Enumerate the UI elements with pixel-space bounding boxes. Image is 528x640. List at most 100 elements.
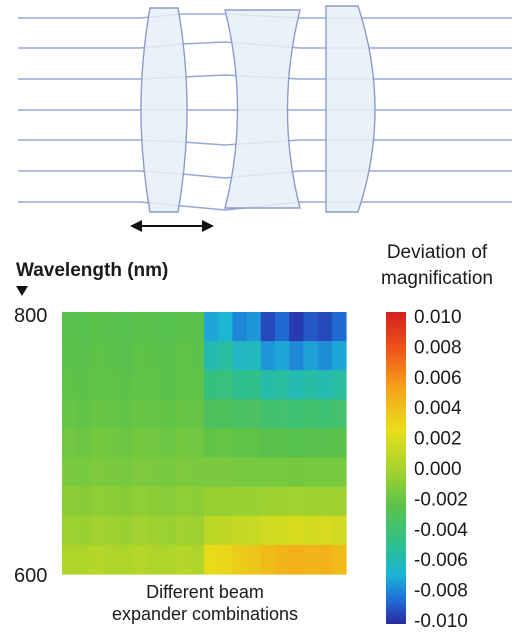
heatmap-cell — [289, 341, 304, 371]
heatmap-cell — [104, 312, 120, 342]
light-rays — [18, 13, 512, 211]
heatmap-cell — [232, 457, 248, 488]
heatmap-cell — [118, 486, 134, 517]
heatmap-cell — [303, 428, 319, 459]
heatmap-cell — [275, 486, 290, 517]
heatmap-cell — [104, 341, 120, 371]
heatmap-cell — [232, 341, 248, 371]
heatmap-cell — [260, 544, 276, 575]
heatmap-cell — [232, 399, 248, 430]
colorbar-title-line1: Deviation of — [387, 242, 488, 263]
heatmap-cell — [289, 399, 304, 430]
heatmap-cell — [175, 370, 191, 400]
heatmap-cell — [218, 457, 233, 488]
heatmap-cell — [204, 486, 219, 517]
heatmap-cell — [246, 312, 262, 342]
heatmap-cell — [175, 312, 191, 342]
heatmap-cell — [90, 457, 106, 488]
heatmap-cell — [76, 399, 91, 430]
colorbar-title-line2: magnification — [381, 268, 493, 289]
heatmap-cell — [147, 341, 162, 371]
heatmap-cell — [175, 341, 191, 371]
heatmap-cell — [104, 515, 120, 546]
heatmap-cell — [62, 544, 77, 575]
heatmap-cell — [161, 544, 177, 575]
heatmap-cell — [260, 341, 276, 371]
heatmap-cell — [317, 399, 333, 430]
y-tick-800: 800 — [14, 305, 47, 327]
heatmap-cell — [161, 457, 177, 488]
heatmap-cell — [260, 399, 276, 430]
down-triangle-icon — [16, 286, 28, 296]
heatmap-cell — [260, 515, 276, 546]
heatmap-cell — [246, 341, 262, 371]
colorbar-tick-label: 0.004 — [414, 398, 462, 419]
heatmap-cell — [331, 515, 347, 546]
heatmap-cell — [289, 544, 304, 575]
heatmap-cell — [204, 370, 219, 400]
heatmap-cell — [275, 515, 290, 546]
heatmap-cell — [118, 515, 134, 546]
heatmap-cell — [275, 399, 290, 430]
heatmap-cell — [76, 457, 91, 488]
heatmap-cell — [260, 312, 276, 342]
heatmap-cell — [189, 370, 205, 400]
heatmap-cell — [161, 486, 177, 517]
heatmap-cell — [104, 370, 120, 400]
heatmap-cell — [147, 428, 162, 459]
heatmap-cell — [260, 486, 276, 517]
heatmap-cell — [133, 544, 148, 575]
heatmap-cell — [104, 486, 120, 517]
heatmap-cell — [118, 544, 134, 575]
heatmap-cell — [218, 370, 233, 400]
heatmap-cell — [232, 515, 248, 546]
heatmap-cell — [76, 428, 91, 459]
heatmap-cell — [118, 370, 134, 400]
heatmap-cell — [133, 457, 148, 488]
y-axis-label: Wavelength (nm) — [16, 260, 168, 281]
heatmap-cell — [303, 341, 319, 371]
colorbar-tick-label: 0.002 — [414, 429, 462, 450]
heatmap-cell — [289, 486, 304, 517]
colorbar-tick-label: -0.006 — [414, 550, 468, 571]
colorbar-tick-label: 0.006 — [414, 368, 462, 389]
colorbar-tick-label: 0.000 — [414, 459, 462, 480]
heatmap-cell — [303, 370, 319, 400]
heatmap-cell — [90, 515, 106, 546]
heatmap-cell — [161, 341, 177, 371]
heatmap-cell — [76, 370, 91, 400]
heatmap-cell — [133, 515, 148, 546]
heatmap-cell — [246, 457, 262, 488]
heatmap-cell — [161, 312, 177, 342]
heatmap-cell — [303, 399, 319, 430]
heatmap-cell — [189, 399, 205, 430]
heatmap-cell — [90, 428, 106, 459]
heatmap-cell — [147, 544, 162, 575]
heatmap-cell — [161, 428, 177, 459]
heatmap-cell — [189, 428, 205, 459]
heatmap-cell — [62, 457, 77, 488]
heatmap-cell — [104, 399, 120, 430]
heatmap-cell — [275, 544, 290, 575]
heatmap-cells — [62, 312, 347, 575]
heatmap-cell — [204, 457, 219, 488]
heatmap-cell — [204, 399, 219, 430]
heatmap-cell — [62, 428, 77, 459]
heatmap-cell — [246, 428, 262, 459]
heatmap-cell — [161, 515, 177, 546]
heatmap-cell — [331, 399, 347, 430]
heatmap-cell — [232, 544, 248, 575]
heatmap-cell — [62, 486, 77, 517]
heatmap-cell — [133, 399, 148, 430]
heatmap-cell — [189, 341, 205, 371]
x-axis-label-line1: Different beam — [146, 582, 264, 602]
colorbar-tick-label: -0.002 — [414, 489, 468, 510]
heatmap-cell — [232, 312, 248, 342]
heatmap-cell — [175, 428, 191, 459]
heatmap-cell — [289, 312, 304, 342]
heatmap-cell — [147, 457, 162, 488]
heatmap-cell — [303, 544, 319, 575]
heatmap-cell — [303, 457, 319, 488]
heatmap-cell — [331, 486, 347, 517]
heatmap-cell — [232, 486, 248, 517]
